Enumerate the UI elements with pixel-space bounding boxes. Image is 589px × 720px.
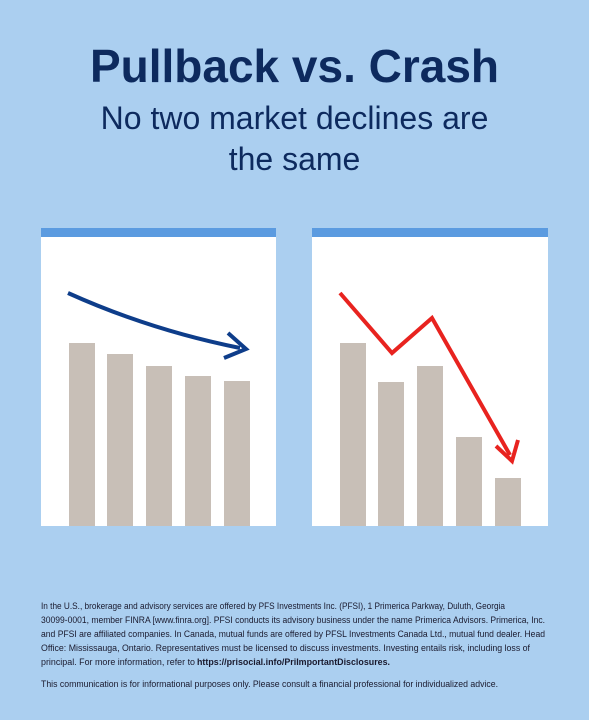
disclaimer-line: Office: Mississauga, Ontario. Representa… [41, 643, 530, 653]
trend-arrow [67, 291, 241, 350]
trend-arrow [338, 291, 512, 456]
panel-stripe [312, 228, 548, 237]
arrow-head [223, 331, 250, 360]
panel-stripe [41, 228, 276, 237]
title: Pullback vs. Crash [90, 40, 499, 92]
disclaimer: In the U.S., brokerage and advisory serv… [41, 601, 545, 689]
subtitle: the same [229, 141, 361, 177]
bar-icon [340, 343, 366, 526]
bar-icon [185, 376, 211, 526]
bar-icon [146, 366, 172, 526]
bar-icon [456, 437, 482, 526]
arrow-head [494, 439, 520, 465]
disclaimer-line: principal. For more information, refer t… [41, 657, 195, 667]
subtitle: No two market declines are [101, 100, 489, 136]
bar-icon [417, 366, 443, 526]
advice-note: This communication is for informational … [41, 679, 498, 689]
disclaimer-line: and PFSI are affiliated companies. In Ca… [41, 629, 545, 639]
bar-icon [69, 343, 95, 526]
pullback-panel [41, 228, 276, 526]
disclosure-link[interactable]: https://prisocial.info/PriImportantDiscl… [197, 657, 390, 667]
bar-icon [495, 478, 521, 526]
bar-icon [378, 382, 404, 526]
bar-icon [224, 381, 250, 526]
disclaimer-line: 30099-0001, member FINRA [www.finra.org]… [41, 615, 545, 625]
bar-icon [107, 354, 133, 526]
crash-panel [312, 228, 548, 526]
disclaimer-line: In the U.S., brokerage and advisory serv… [41, 601, 505, 611]
